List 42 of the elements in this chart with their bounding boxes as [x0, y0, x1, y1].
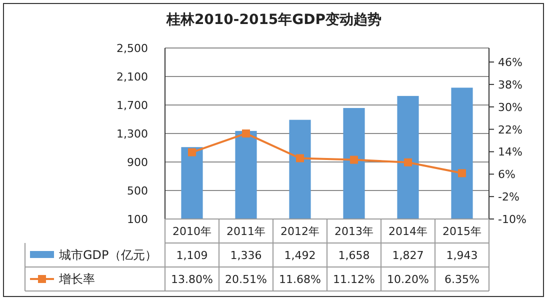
y2-tick-label: 46% [498, 56, 522, 70]
point [188, 148, 196, 156]
data-label: 1,492 [284, 249, 316, 262]
data-label: 1,943 [446, 249, 478, 262]
x-tick-label: 2011年 [226, 225, 266, 238]
x-tick-label: 2012年 [280, 225, 320, 238]
point [296, 154, 304, 162]
x-tick-label: 2014年 [388, 225, 428, 238]
y2-tick-label: 6% [498, 168, 516, 182]
y-tick-label: 1,300 [116, 128, 148, 140]
y-tick-label: 900 [127, 156, 148, 169]
data-label: 13.80% [171, 273, 213, 286]
y2-tick-label: -10% [498, 213, 526, 226]
x-tick-label: 2013年 [334, 225, 374, 238]
y-tick-label: 100 [127, 213, 148, 226]
y-tick-label: 500 [127, 184, 148, 198]
x-tick-label: 2015年 [442, 225, 482, 238]
data-label: 11.12% [333, 273, 375, 286]
x-tick-label: 2010年 [172, 225, 212, 238]
y2-tick-label: -2% [498, 190, 520, 204]
legend-label: 城市GDP（亿元） [58, 248, 157, 262]
y-tick-label: 2,500 [116, 42, 148, 55]
point [458, 169, 466, 178]
y-tick-label: 1,700 [116, 99, 148, 112]
point [404, 158, 412, 166]
data-label: 20.51% [225, 273, 267, 286]
point [350, 156, 358, 164]
y2-tick-label: 14% [498, 146, 522, 159]
y2-tick-label: 22% [498, 123, 522, 136]
y2-tick-label: 30% [498, 100, 522, 114]
y2-tick-label: 38% [498, 78, 522, 92]
data-label: 10.20% [387, 273, 429, 286]
data-label: 1,827 [392, 249, 424, 262]
legend-label: 增长率 [58, 272, 95, 286]
data-label: 1,658 [338, 249, 370, 262]
data-label: 11.68% [279, 273, 321, 286]
data-label: 6.35% [444, 273, 480, 286]
chart-title: 桂林2010-2015年GDP变动趋势 [165, 11, 382, 28]
data-label: 1,336 [230, 249, 262, 262]
y-tick-label: 2,100 [116, 70, 148, 84]
data-label: 1,109 [176, 249, 208, 262]
point [242, 129, 250, 138]
